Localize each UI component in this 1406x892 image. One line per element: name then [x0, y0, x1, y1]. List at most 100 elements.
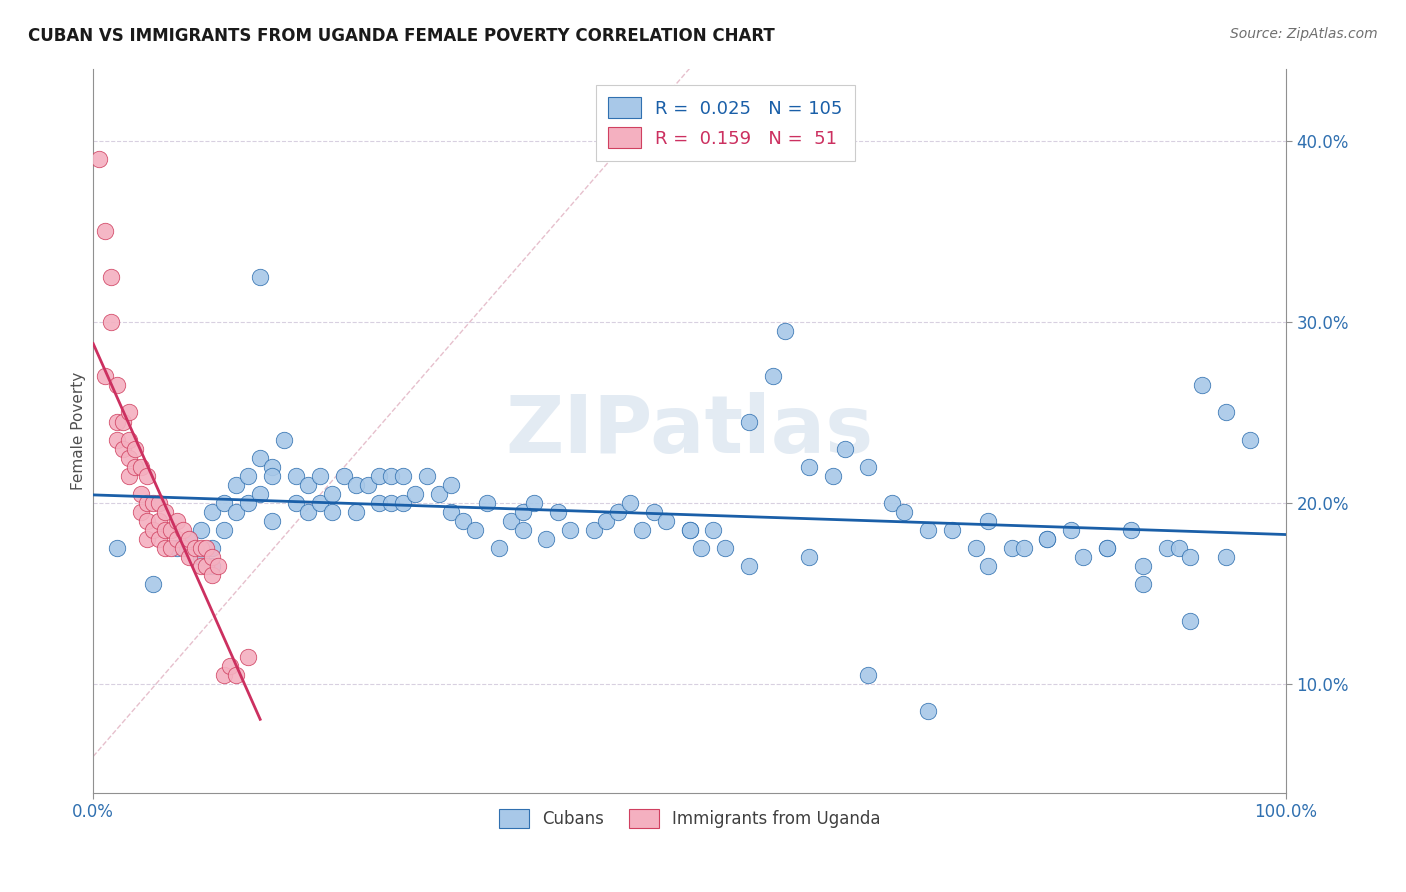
Point — [1156, 541, 1178, 556]
Point — [332, 468, 354, 483]
Point — [821, 468, 844, 483]
Point — [201, 541, 224, 556]
Point — [135, 496, 157, 510]
Point — [356, 478, 378, 492]
Point — [523, 496, 546, 510]
Point — [797, 459, 820, 474]
Point — [201, 505, 224, 519]
Point — [440, 505, 463, 519]
Point — [1060, 523, 1083, 537]
Point — [427, 487, 450, 501]
Point — [118, 468, 141, 483]
Point — [475, 496, 498, 510]
Point — [344, 505, 367, 519]
Point — [148, 496, 170, 510]
Text: CUBAN VS IMMIGRANTS FROM UGANDA FEMALE POVERTY CORRELATION CHART: CUBAN VS IMMIGRANTS FROM UGANDA FEMALE P… — [28, 27, 775, 45]
Point — [607, 505, 630, 519]
Point — [773, 324, 796, 338]
Point — [630, 523, 652, 537]
Point — [135, 468, 157, 483]
Point — [451, 514, 474, 528]
Point — [195, 559, 218, 574]
Point — [225, 478, 247, 492]
Point — [1000, 541, 1022, 556]
Point — [702, 523, 724, 537]
Point — [129, 487, 152, 501]
Point — [368, 496, 391, 510]
Point — [249, 269, 271, 284]
Point — [1191, 378, 1213, 392]
Point — [262, 459, 284, 474]
Point — [94, 369, 117, 384]
Point — [1132, 577, 1154, 591]
Point — [214, 668, 236, 682]
Point — [238, 649, 260, 664]
Point — [118, 433, 141, 447]
Point — [249, 487, 271, 501]
Text: Source: ZipAtlas.com: Source: ZipAtlas.com — [1230, 27, 1378, 41]
Point — [273, 433, 295, 447]
Point — [1239, 433, 1261, 447]
Point — [941, 523, 963, 537]
Point — [118, 450, 141, 465]
Point — [368, 468, 391, 483]
Point — [177, 532, 200, 546]
Point — [1132, 559, 1154, 574]
Point — [177, 532, 200, 546]
Point — [297, 505, 319, 519]
Point — [135, 532, 157, 546]
Point — [536, 532, 558, 546]
Point — [977, 559, 1000, 574]
Point — [190, 523, 212, 537]
Point — [858, 459, 880, 474]
Point — [195, 541, 218, 556]
Point — [380, 496, 402, 510]
Point — [714, 541, 737, 556]
Point — [111, 442, 134, 456]
Point — [512, 523, 534, 537]
Point — [166, 514, 188, 528]
Point — [214, 523, 236, 537]
Point — [1119, 523, 1142, 537]
Point — [380, 468, 402, 483]
Point — [882, 496, 904, 510]
Point — [619, 496, 641, 510]
Point — [177, 550, 200, 565]
Point — [308, 468, 330, 483]
Point — [1215, 550, 1237, 565]
Point — [488, 541, 510, 556]
Point — [159, 523, 181, 537]
Point — [965, 541, 987, 556]
Point — [94, 224, 117, 238]
Point — [1180, 614, 1202, 628]
Point — [159, 541, 181, 556]
Point — [111, 415, 134, 429]
Point — [464, 523, 486, 537]
Point — [917, 523, 939, 537]
Point — [977, 514, 1000, 528]
Point — [547, 505, 569, 519]
Point — [1180, 550, 1202, 565]
Point — [344, 478, 367, 492]
Point — [201, 559, 224, 574]
Point — [153, 523, 176, 537]
Point — [153, 541, 176, 556]
Point — [142, 577, 165, 591]
Point — [105, 415, 128, 429]
Point — [142, 523, 165, 537]
Point — [166, 532, 188, 546]
Point — [249, 450, 271, 465]
Point — [917, 704, 939, 718]
Point — [100, 315, 122, 329]
Point — [124, 459, 146, 474]
Point — [834, 442, 856, 456]
Point — [201, 568, 224, 582]
Point — [512, 505, 534, 519]
Point — [262, 514, 284, 528]
Point — [560, 523, 582, 537]
Point — [321, 487, 343, 501]
Point — [1036, 532, 1059, 546]
Point — [738, 415, 761, 429]
Point — [129, 505, 152, 519]
Legend: Cubans, Immigrants from Uganda: Cubans, Immigrants from Uganda — [492, 803, 887, 835]
